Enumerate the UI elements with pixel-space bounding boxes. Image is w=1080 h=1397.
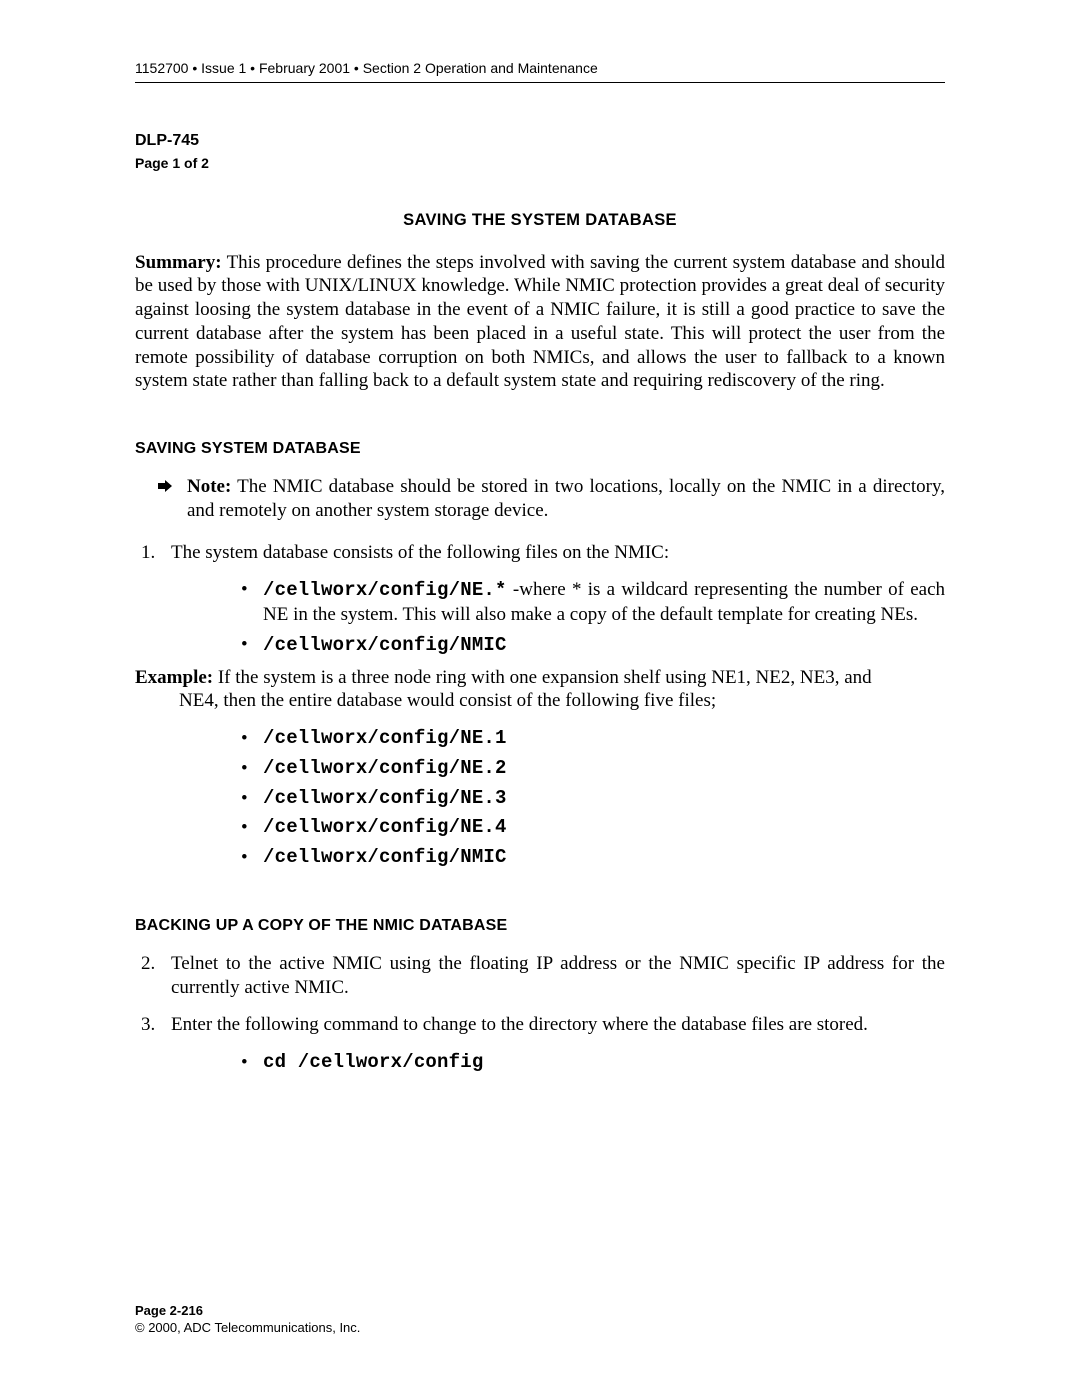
arrow-right-icon: [157, 477, 173, 501]
step-3: 3. Enter the following command to change…: [141, 1013, 945, 1037]
list-item: • /cellworx/config/NE.4: [241, 816, 945, 840]
bullet-icon: •: [241, 633, 263, 658]
page-label: Page 1 of 2: [135, 155, 945, 173]
summary-label: Summary:: [135, 252, 222, 273]
list-item: • cd /cellworx/config: [241, 1051, 945, 1075]
bullet-icon: •: [241, 757, 263, 781]
step-2: 2. Telnet to the active NMIC using the f…: [141, 952, 945, 1000]
note-label: Note:: [187, 476, 231, 497]
footer-copyright: © 2000, ADC Telecommunications, Inc.: [135, 1319, 360, 1337]
code-path: /cellworx/config/NE.4: [263, 816, 945, 840]
step-text: Telnet to the active NMIC using the floa…: [171, 952, 945, 1000]
footer-page-number: Page 2-216: [135, 1302, 360, 1320]
example-text: If the system is a three node ring with …: [218, 667, 872, 688]
note-block: Note: The NMIC database should be stored…: [157, 475, 945, 523]
bullet-icon: •: [241, 787, 263, 811]
step-1: 1. The system database consists of the f…: [141, 541, 945, 565]
dlp-id: DLP-745: [135, 131, 945, 151]
page-footer: Page 2-216 © 2000, ADC Telecommunication…: [135, 1302, 360, 1337]
bullet-icon: •: [241, 816, 263, 840]
section-heading-saving: SAVING SYSTEM DATABASE: [135, 439, 945, 459]
step-number: 2.: [141, 952, 171, 1000]
example-label: Example:: [135, 667, 213, 688]
document-page: 1152700 • Issue 1 • February 2001 • Sect…: [0, 0, 1080, 1397]
step-text: The system database consists of the foll…: [171, 541, 945, 565]
step-number: 3.: [141, 1013, 171, 1037]
bullet-icon: •: [241, 846, 263, 870]
list-item: • /cellworx/config/NE.1: [241, 727, 945, 751]
list-item: • /cellworx/config/NE.3: [241, 787, 945, 811]
list-item: • /cellworx/config/NMIC: [241, 633, 945, 658]
step-number: 1.: [141, 541, 171, 565]
bullet-icon: •: [241, 727, 263, 751]
section-heading-backup: BACKING UP A COPY OF THE NMIC DATABASE: [135, 916, 945, 936]
list-item: • /cellworx/config/NMIC: [241, 846, 945, 870]
code-path: /cellworx/config/NE.2: [263, 757, 945, 781]
list-item: • /cellworx/config/NE.* -where * is a wi…: [241, 578, 945, 627]
bullet-icon: •: [241, 1051, 263, 1075]
code-path: /cellworx/config/NE.1: [263, 727, 945, 751]
example-paragraph: Example: If the system is a three node r…: [135, 666, 945, 714]
code-command: cd /cellworx/config: [263, 1051, 945, 1075]
code-path: /cellworx/config/NMIC: [263, 846, 945, 870]
summary-text: This procedure defines the steps involve…: [135, 252, 945, 392]
summary-paragraph: Summary: This procedure defines the step…: [135, 251, 945, 394]
step-text: Enter the following command to change to…: [171, 1013, 945, 1037]
example-text-cont: NE4, then the entire database would cons…: [179, 689, 945, 713]
bullet-icon: •: [241, 578, 263, 627]
note-text: The NMIC database should be stored in tw…: [187, 476, 945, 521]
code-path: /cellworx/config/NE.3: [263, 787, 945, 811]
list-item: • /cellworx/config/NE.2: [241, 757, 945, 781]
running-header: 1152700 • Issue 1 • February 2001 • Sect…: [135, 60, 945, 83]
page-title: SAVING THE SYSTEM DATABASE: [135, 210, 945, 231]
code-path: /cellworx/config/NMIC: [263, 634, 507, 656]
code-path: /cellworx/config/NE.*: [263, 579, 507, 601]
